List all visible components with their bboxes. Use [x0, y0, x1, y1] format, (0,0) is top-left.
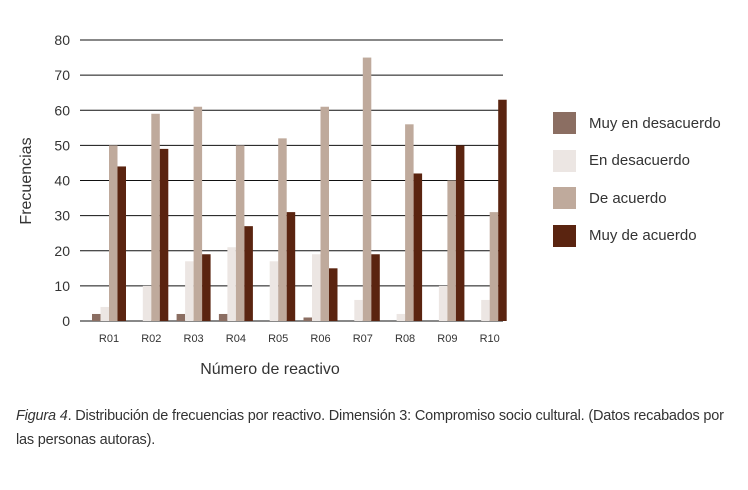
bar: [498, 99, 507, 322]
x-tick-label: R01: [99, 333, 119, 345]
bar: [489, 212, 499, 321]
bar: [202, 254, 211, 321]
legend-label: En desacuerdo: [589, 152, 690, 169]
x-tick-label: R05: [268, 333, 288, 345]
y-tick-label: 40: [54, 173, 70, 189]
legend: Muy en desacuerdo En desacuerdo De acuerdo…: [553, 112, 721, 262]
legend-label: Muy en desacuerdo: [589, 114, 721, 132]
legend-item: Muy de acuerdo: [553, 224, 721, 247]
x-tick-label: R02: [141, 333, 161, 345]
y-tick-label: 50: [54, 137, 70, 153]
bar: [244, 226, 253, 321]
bar: [371, 254, 380, 321]
bar: [278, 138, 287, 321]
x-tick-label: R09: [437, 333, 457, 345]
x-tick-label: R03: [184, 333, 204, 345]
legend-label: Muy de acuerdo: [589, 227, 697, 244]
bar: [447, 180, 456, 321]
y-tick-label: 10: [54, 278, 70, 294]
bar: [481, 299, 490, 321]
bar: [235, 145, 245, 321]
bar: [312, 254, 321, 321]
bar: [117, 166, 126, 321]
x-tick-label: R07: [353, 333, 373, 345]
caption-text: . Distribución de frecuencias por reacti…: [16, 408, 724, 448]
bar: [269, 261, 279, 321]
bar: [438, 285, 448, 321]
y-tick-label: 60: [54, 102, 70, 118]
bar: [159, 148, 169, 321]
x-tick-label: R06: [310, 333, 330, 345]
bars: [92, 57, 507, 322]
legend-swatch: [553, 187, 576, 209]
bar: [286, 212, 296, 321]
y-tick-label: 0: [62, 313, 70, 329]
bar: [142, 285, 152, 321]
bar: [109, 145, 118, 321]
legend-swatch: [553, 224, 576, 247]
bar: [176, 313, 186, 321]
legend-item: Muy en desacuerdo: [553, 112, 721, 134]
y-tick-label: 20: [54, 243, 70, 259]
figure-label: Figura 4: [16, 408, 68, 424]
bar: [218, 313, 228, 321]
bar: [320, 106, 329, 321]
legend-swatch: [553, 149, 576, 172]
bar: [185, 261, 194, 321]
bar: [227, 247, 236, 321]
bar: [354, 299, 363, 321]
bar: [396, 313, 406, 321]
y-axis-ticks: 0 10 20 30 40 50 60 70 80: [54, 32, 70, 329]
x-tick-label: R04: [226, 333, 246, 345]
bar: [193, 106, 203, 321]
bar: [329, 268, 338, 321]
x-tick-label: R08: [395, 333, 415, 345]
x-axis-label: Número de reactivo: [200, 361, 340, 378]
legend-swatch: [553, 112, 576, 134]
bar: [455, 145, 465, 321]
bar: [405, 124, 414, 321]
figure-caption: Figura 4. Distribución de frecuencias po…: [16, 404, 736, 452]
bar: [151, 113, 160, 321]
y-tick-label: 70: [54, 67, 70, 83]
y-tick-label: 30: [54, 208, 70, 224]
y-tick-label: 80: [54, 32, 70, 48]
bar: [303, 317, 312, 321]
bar: [100, 306, 109, 321]
bar: [92, 313, 101, 321]
legend-item: De acuerdo: [553, 187, 721, 209]
bar: [413, 173, 423, 321]
x-axis-ticks: R01 R02 R03 R04 R05 R06 R07 R08 R09 R10: [99, 333, 500, 345]
x-tick-label: R10: [480, 333, 500, 345]
bar: [362, 57, 372, 321]
y-axis-label: Frecuencias: [18, 137, 35, 224]
legend-item: En desacuerdo: [553, 149, 721, 172]
legend-label: De acuerdo: [589, 189, 667, 207]
